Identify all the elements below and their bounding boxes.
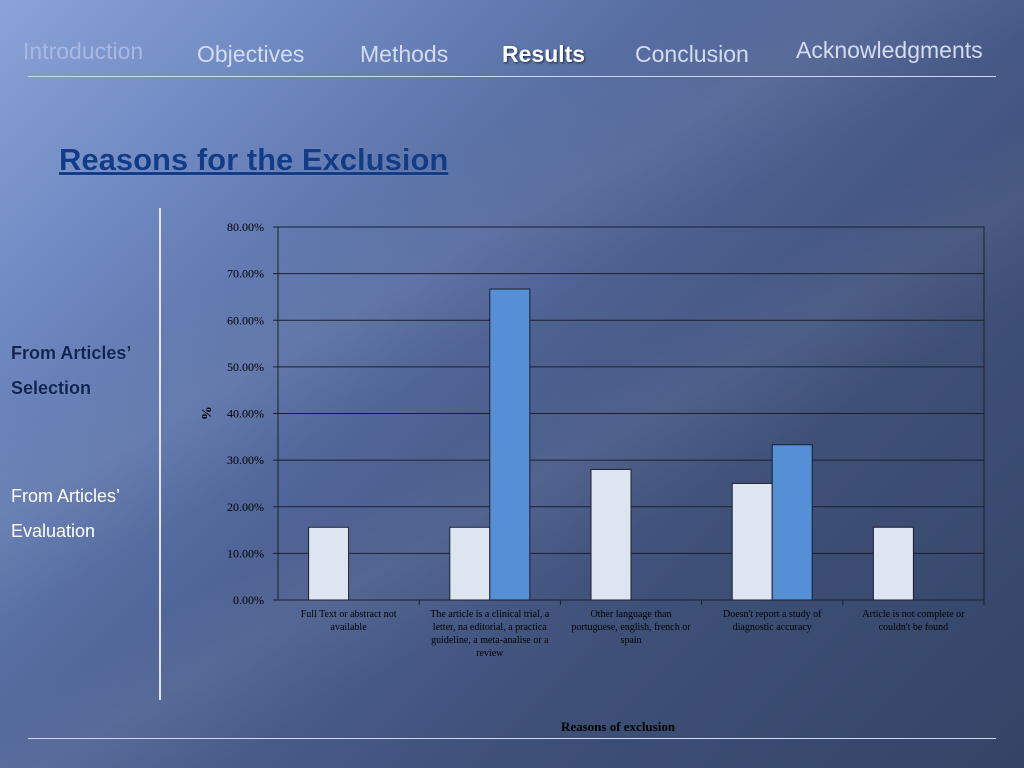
x-tick-label: Full Text or abstract not available (301, 609, 397, 633)
sidebar-selection-line2: Selection (11, 378, 92, 398)
y-tick-label: 40.00% (227, 407, 264, 421)
nav-methods[interactable]: Methods (360, 41, 449, 67)
sidebar-evaluation-line2: Evaluation (11, 521, 96, 541)
sidebar-divider (159, 208, 161, 700)
y-tick-label: 70.00% (227, 267, 264, 281)
nav-objectives[interactable]: Objectives (197, 41, 305, 67)
sidebar-evaluation-line1: From Articles’ (11, 486, 121, 506)
y-tick-label: 80.00% (227, 220, 264, 234)
nav-divider (28, 76, 996, 77)
nav-acknowledgments[interactable]: Acknowledgments (796, 37, 983, 63)
y-tick-label: 30.00% (227, 453, 264, 467)
nav-results[interactable]: Results (502, 41, 586, 67)
bar (590, 468, 632, 601)
bar (771, 444, 813, 601)
x-tick-label: Doesn't report a study of diagnostic accu… (723, 609, 822, 633)
x-axis-label: Reasons of exclusion (561, 719, 676, 734)
y-tick-label: 50.00% (227, 360, 264, 374)
sidebar-item-evaluation[interactable]: From Articles’ Evaluation (11, 479, 120, 549)
nav-introduction[interactable]: Introduction (23, 38, 144, 64)
sidebar-item-selection[interactable]: From Articles’ Selection (11, 336, 131, 406)
footer-divider (28, 738, 996, 739)
bar (489, 288, 531, 601)
x-tick-label: The article is a clinical trial, a letter… (430, 609, 550, 659)
y-tick-label: 10.00% (227, 546, 264, 560)
y-tick-label: 20.00% (227, 500, 264, 514)
page-title: Reasons for the Exclusion (59, 142, 449, 177)
y-axis-label: % (198, 406, 213, 420)
sidebar-selection-line1: From Articles’ (11, 343, 132, 363)
x-tick-label: Other language than portuguese, english, … (571, 609, 691, 646)
bar (872, 526, 914, 601)
bar (308, 526, 350, 601)
bars (308, 288, 914, 601)
exclusion-bar-chart: 0.00% 10.00% 20.00% 30.00% 40.00% 50.00% 60.00… (198, 220, 985, 734)
nav-conclusion[interactable]: Conclusion (635, 41, 749, 67)
x-tick-label: Article is not complete or couldn't be fo… (862, 609, 965, 633)
bar (731, 482, 773, 601)
y-tick-label: 0.00% (233, 593, 264, 607)
x-tick-labels: Full Text or abstract not available The ar… (301, 600, 985, 659)
bar (449, 526, 491, 601)
y-tick-labels: 0.00% 10.00% 20.00% 30.00% 40.00% 50.00% 60.00… (227, 220, 278, 607)
y-tick-label: 60.00% (227, 313, 264, 327)
